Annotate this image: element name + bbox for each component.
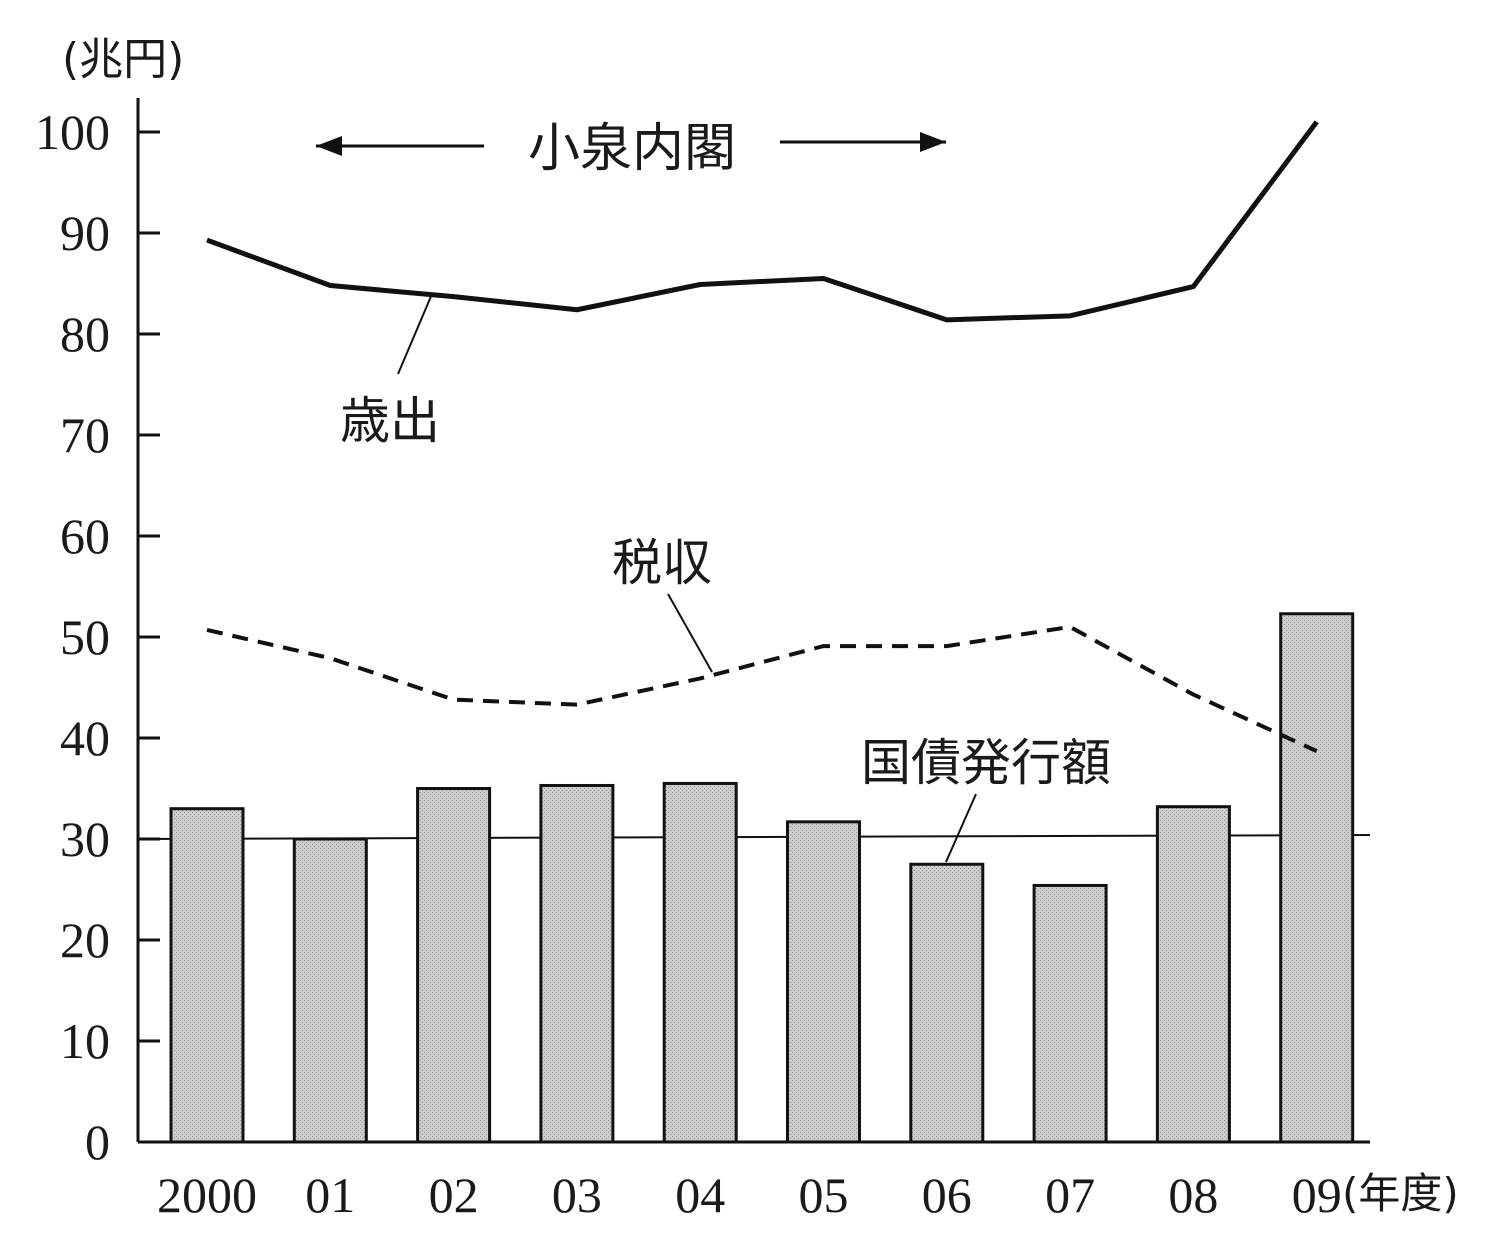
x-tick-label: 2000 <box>157 1167 257 1223</box>
leader-line <box>397 293 433 375</box>
y-tick-label: 20 <box>60 912 110 968</box>
label-bond-issuance: 国債発行額 <box>861 734 1111 792</box>
y-tick-label: 40 <box>60 710 110 766</box>
annotation-arrow-left-head <box>316 136 342 156</box>
x-tick-label: 07 <box>1045 1167 1095 1223</box>
bar-04 <box>662 781 738 1144</box>
y-tick-label: 30 <box>60 811 110 867</box>
y-tick-label: 90 <box>60 205 110 261</box>
y-tick-label: 60 <box>60 508 110 564</box>
y-tick-label: 10 <box>60 1013 110 1069</box>
y-tick-label: 80 <box>60 306 110 362</box>
x-tick-label: 01 <box>305 1167 355 1223</box>
x-tick-label: 08 <box>1168 1167 1218 1223</box>
bar-03 <box>539 783 615 1144</box>
series-line-expenditure <box>206 120 1319 323</box>
bar-09 <box>1279 612 1355 1144</box>
x-tick-label: 02 <box>429 1167 479 1223</box>
y-tick-label: 100 <box>35 104 110 160</box>
annotation-arrow-right-head <box>920 132 946 152</box>
label-expenditure: 歳出 <box>340 392 440 450</box>
leader-line <box>945 793 977 863</box>
x-tick-label: 06 <box>922 1167 972 1223</box>
bar-2000 <box>169 807 245 1144</box>
x-tick-label: 09 <box>1292 1167 1342 1223</box>
y-tick-label: 50 <box>60 609 110 665</box>
x-tick-label: 03 <box>552 1167 602 1223</box>
bar-01 <box>292 837 368 1144</box>
annotation-koizumi-cabinet: 小泉内閣 <box>528 119 736 179</box>
y-tick-label: 70 <box>60 407 110 463</box>
x-tick-label: 04 <box>675 1167 725 1223</box>
y-tick-label: 0 <box>85 1114 110 1170</box>
bar-02 <box>416 787 492 1144</box>
x-unit-label: (年度) <box>1342 1169 1459 1218</box>
bar-08 <box>1155 805 1231 1144</box>
bar-07 <box>1032 883 1108 1144</box>
leader-line <box>667 593 713 673</box>
label-tax-revenue: 税収 <box>612 534 712 592</box>
y-unit-label: (兆円) <box>62 34 184 85</box>
bar-05 <box>786 820 861 1144</box>
x-tick-label: 05 <box>799 1167 849 1223</box>
bar-06 <box>909 862 985 1144</box>
series-line-tax-revenue <box>206 624 1318 753</box>
